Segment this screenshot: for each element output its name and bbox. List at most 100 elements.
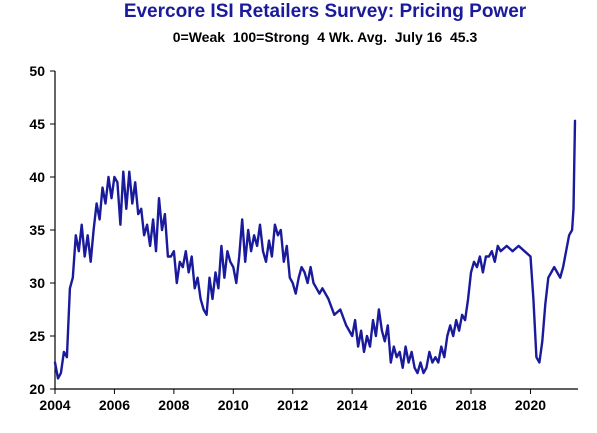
series-point bbox=[494, 261, 496, 263]
series-point bbox=[188, 271, 190, 273]
series-point bbox=[81, 224, 83, 226]
x-axis-ticks: 2004 2006 2008 2010 2012 2014 2016 2018 2020 bbox=[39, 389, 546, 413]
x-tick-label: 2016 bbox=[396, 397, 427, 413]
series-point bbox=[197, 277, 199, 279]
series-point bbox=[155, 250, 157, 252]
series-point bbox=[247, 229, 249, 231]
series-point bbox=[321, 287, 323, 289]
series-point bbox=[152, 218, 154, 220]
series-point bbox=[304, 271, 306, 273]
series-point bbox=[203, 308, 205, 311]
series-point bbox=[559, 277, 561, 279]
series-point bbox=[458, 330, 460, 332]
x-tick-label: 2008 bbox=[158, 397, 189, 413]
series-point bbox=[464, 319, 466, 321]
series-point bbox=[93, 229, 95, 231]
series-point bbox=[523, 250, 526, 252]
series-point bbox=[262, 250, 264, 252]
series-point bbox=[194, 287, 196, 289]
series-point bbox=[449, 324, 451, 326]
series-point bbox=[491, 250, 493, 252]
series-point bbox=[104, 202, 107, 205]
series-point bbox=[182, 266, 184, 268]
series-point bbox=[387, 324, 389, 326]
series-point bbox=[265, 261, 267, 263]
series-point bbox=[63, 351, 65, 353]
series-point bbox=[532, 298, 535, 300]
series-point bbox=[384, 340, 386, 342]
series-point bbox=[191, 255, 193, 258]
series-point bbox=[226, 250, 228, 252]
series-point bbox=[434, 356, 436, 358]
series-point bbox=[547, 277, 549, 279]
series-point bbox=[125, 208, 127, 210]
series-point bbox=[360, 330, 362, 332]
y-tick-label: 35 bbox=[29, 222, 45, 238]
series-point bbox=[259, 224, 261, 226]
series-point bbox=[211, 298, 214, 300]
series-point bbox=[307, 282, 309, 284]
y-tick-label: 30 bbox=[29, 275, 45, 291]
series-point bbox=[556, 271, 558, 273]
series-point bbox=[238, 255, 240, 258]
series-point bbox=[295, 293, 297, 295]
series-point bbox=[161, 229, 163, 231]
series-point bbox=[381, 330, 383, 332]
chart-title: Evercore ISI Retailers Survey: Pricing P… bbox=[123, 1, 527, 22]
series-point bbox=[467, 298, 469, 300]
series-point bbox=[422, 372, 425, 374]
series-point bbox=[411, 351, 413, 353]
series-point bbox=[220, 245, 222, 247]
series-point bbox=[535, 356, 538, 358]
series-point bbox=[253, 234, 255, 236]
series-point bbox=[354, 319, 356, 321]
x-tick-label: 2014 bbox=[337, 397, 368, 413]
series-point bbox=[185, 250, 187, 252]
series-point bbox=[90, 261, 92, 263]
series-point bbox=[443, 356, 445, 358]
series-point bbox=[351, 335, 353, 337]
series-point bbox=[170, 255, 172, 258]
series-point bbox=[461, 314, 463, 316]
series-point bbox=[268, 240, 270, 242]
series-point bbox=[116, 181, 118, 183]
series-point bbox=[402, 367, 404, 369]
series-point bbox=[179, 261, 181, 263]
series-point bbox=[66, 356, 68, 358]
series-point bbox=[366, 335, 368, 337]
series-point bbox=[208, 277, 211, 279]
x-tick-label: 2010 bbox=[218, 397, 249, 413]
series-point bbox=[473, 261, 475, 263]
series-point bbox=[137, 213, 139, 215]
series-point bbox=[131, 202, 133, 205]
series-point bbox=[110, 197, 113, 199]
series-point bbox=[455, 319, 457, 321]
series-point bbox=[101, 187, 104, 189]
y-tick-label: 40 bbox=[29, 169, 45, 185]
series-group bbox=[53, 119, 577, 380]
series-point bbox=[176, 282, 178, 284]
series-point bbox=[146, 224, 148, 226]
series-point bbox=[312, 282, 315, 284]
series-point bbox=[107, 176, 110, 178]
series-point bbox=[476, 266, 478, 268]
series-point bbox=[301, 266, 303, 268]
series-point bbox=[283, 261, 285, 263]
series-point bbox=[75, 234, 77, 236]
x-tick-label: 2012 bbox=[277, 397, 308, 413]
series-point bbox=[550, 271, 552, 273]
series-point bbox=[96, 202, 98, 205]
series-point bbox=[128, 171, 130, 173]
series-point bbox=[375, 335, 377, 337]
series-point bbox=[134, 181, 136, 183]
series-point bbox=[425, 367, 427, 369]
series-point bbox=[562, 266, 564, 268]
series-point bbox=[345, 324, 347, 326]
x-tick-label: 2020 bbox=[515, 397, 546, 413]
series-point bbox=[214, 271, 217, 273]
series-point bbox=[158, 197, 160, 199]
series-point bbox=[250, 250, 252, 252]
series-point bbox=[390, 361, 392, 364]
series-point bbox=[544, 303, 546, 305]
